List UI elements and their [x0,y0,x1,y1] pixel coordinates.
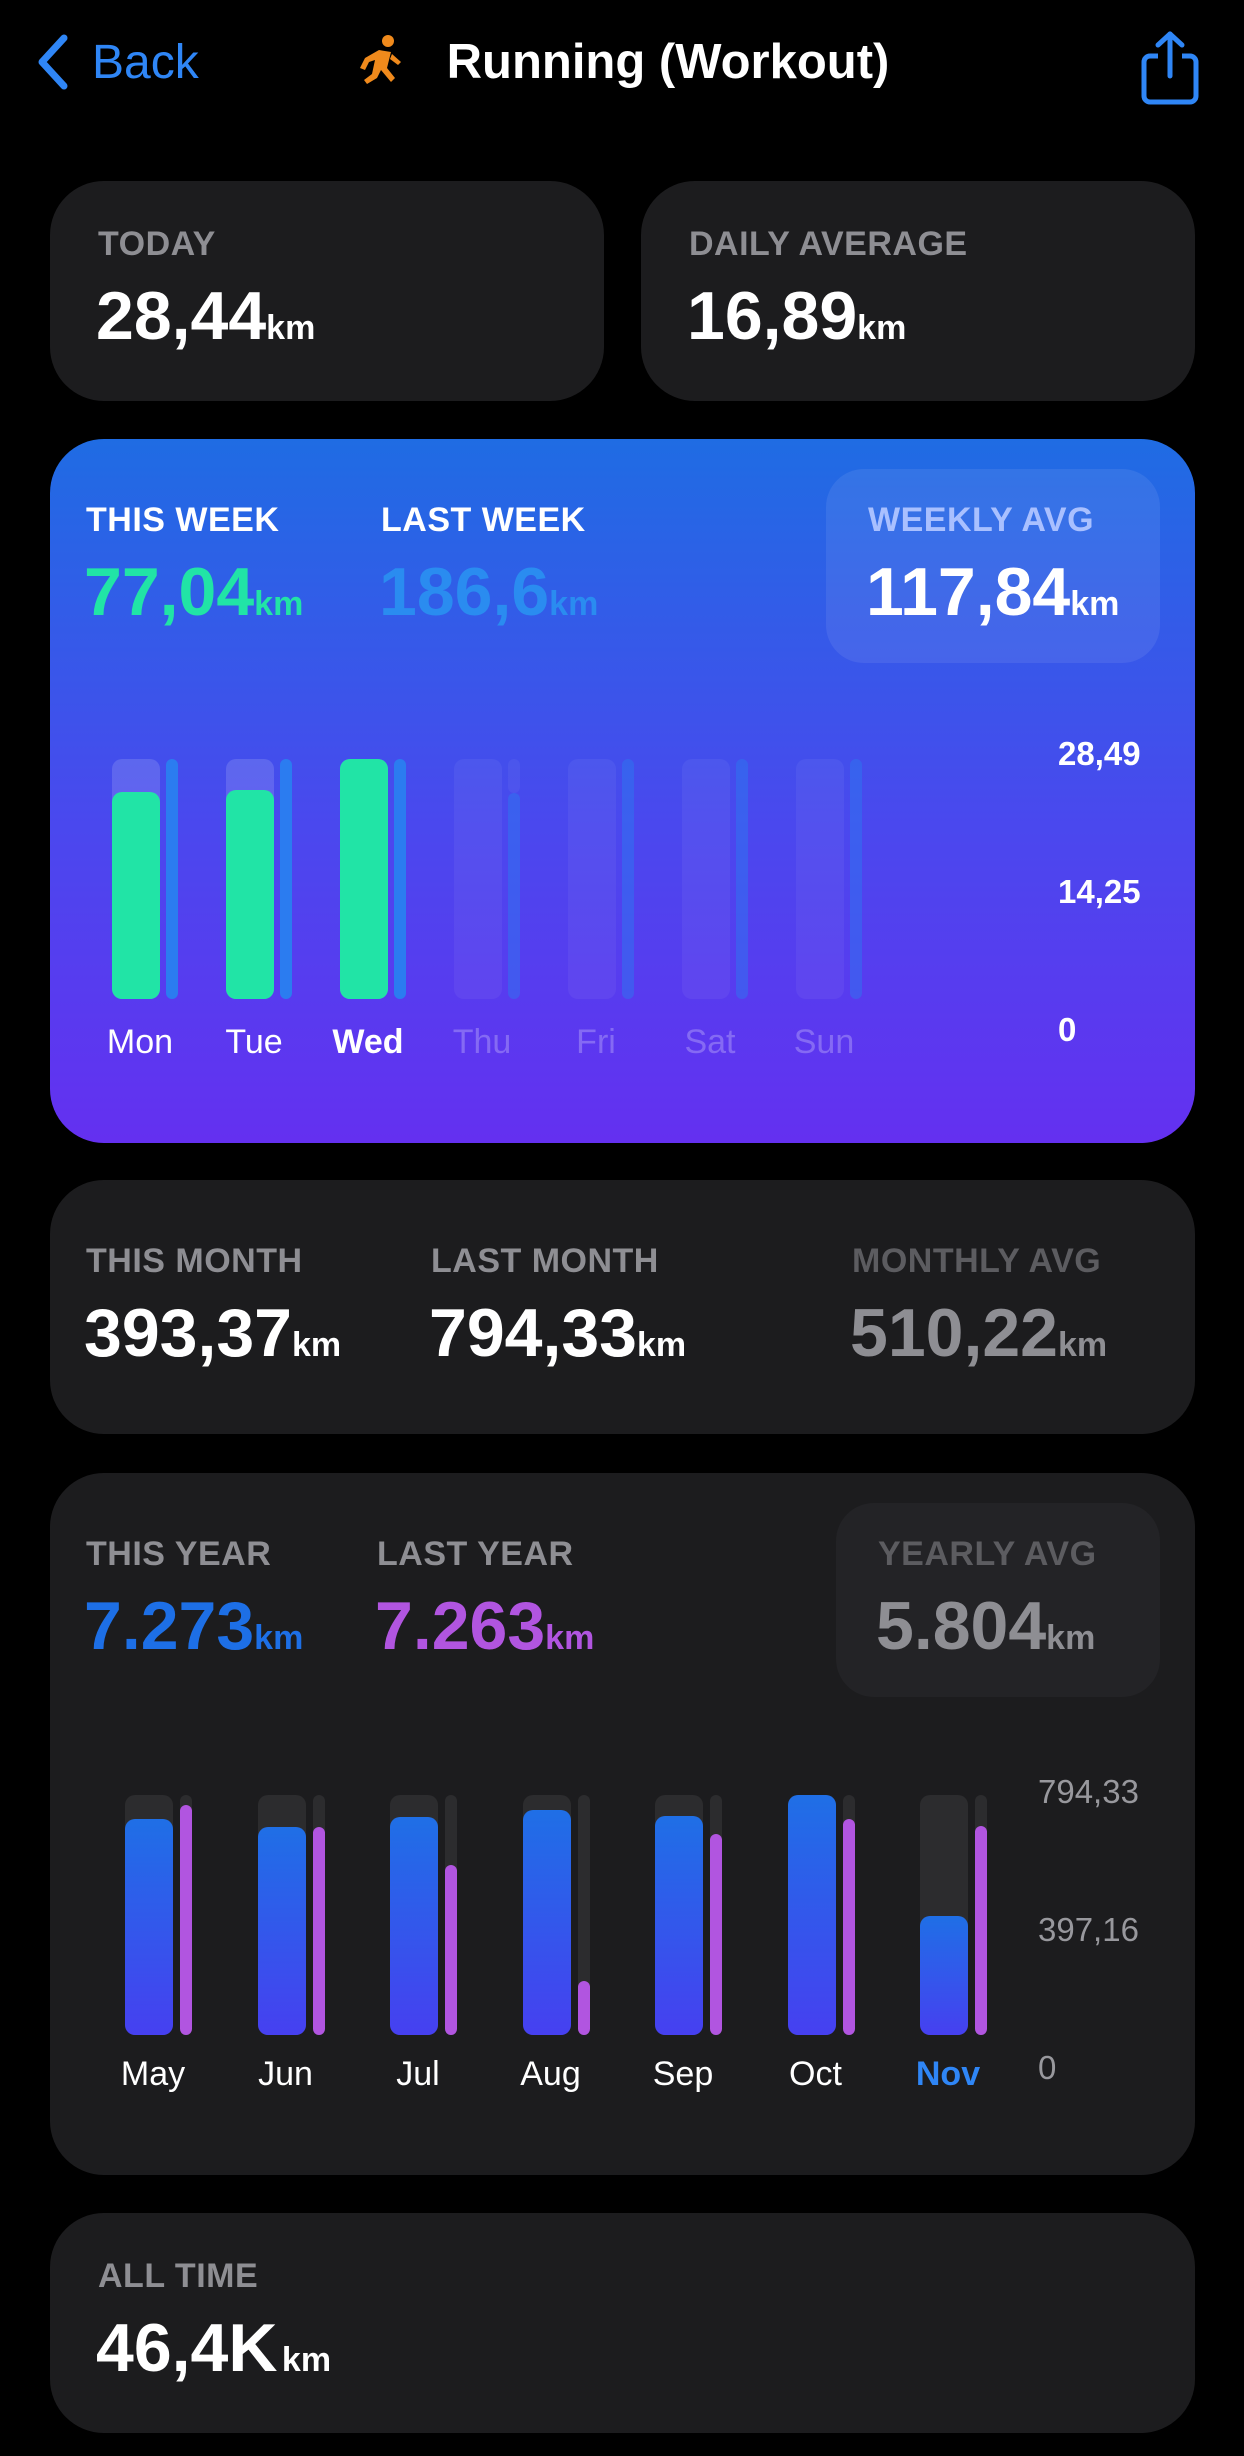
chevron-left-icon [38,34,68,90]
year-month-label-may: May [120,2055,186,2093]
week-bar-last-tue [280,759,292,999]
yearly-avg-value: 5.804km [876,1588,1096,1664]
this-year-value: 7.273km [84,1588,304,1664]
year-month-label-jun: Jun [258,2055,313,2093]
today-label: TODAY [98,225,216,263]
monthly-avg-label: MONTHLY AVG [852,1242,1102,1280]
week-day-label-thu: Thu [452,1023,512,1061]
this-month-label: THIS MONTH [86,1242,303,1280]
page-title: Running (Workout) [0,34,1244,90]
week-axis-mid: 14,25 [1058,873,1141,910]
title-text: Running (Workout) [446,35,890,89]
year-month-label-nov: Nov [915,2055,981,2093]
year-month-label-oct: Oct [789,2055,842,2093]
monthly-avg-value: 510,22km [850,1295,1108,1371]
week-day-label-wed: Wed [332,1023,404,1061]
year-bar-this-aug [522,1810,571,2035]
daily-average-card: DAILY AVERAGE 16,89km [641,181,1195,401]
daily-average-value: 16,89km [687,278,907,354]
running-person-icon [359,35,401,84]
week-axis-max: 28,49 [1058,735,1141,772]
week-day-label-sun: Sun [793,1023,855,1061]
week-day-label-fri: Fri [576,1023,616,1061]
share-icon [1141,31,1199,105]
week-bar-this-mon [112,791,160,999]
year-bar-last-oct [842,1818,855,2035]
weekly-avg-label: WEEKLY AVG [868,501,1095,539]
yearly-avg-box: YEARLY AVG 5.804km [836,1503,1160,1697]
week-bar-track [796,759,844,999]
week-bar-this-tue [226,790,274,999]
today-card: TODAY 28,44km [50,181,604,401]
back-label: Back [92,35,199,89]
year-bar-this-jun [257,1827,306,2035]
this-year-label: THIS YEAR [86,1535,272,1573]
weekly-card[interactable]: THIS WEEK 77,04km LAST WEEK 186,6km WEEK… [50,439,1195,1143]
year-bar-this-nov [920,1916,968,2035]
last-year-label: LAST YEAR [377,1535,574,1573]
week-bar-last-sun [850,759,862,999]
week-bar-last-track [508,759,520,793]
all-time-label: ALL TIME [98,2257,259,2295]
last-month-label: LAST MONTH [431,1242,659,1280]
yearly-card[interactable]: THIS YEAR 7.273km LAST YEAR 7.263km YEAR… [50,1473,1195,2175]
week-bar-last-mon [166,759,178,999]
year-bar-last-jul [445,1865,457,2035]
week-bar-last-wed [394,759,406,999]
year-bar-this-oct [787,1795,836,2035]
year-bar-last-sep [710,1834,722,2035]
week-day-label-mon: Mon [106,1023,174,1061]
week-axis-zero: 0 [1058,1011,1077,1048]
year-bar-last-nov [975,1825,987,2035]
this-week-label: THIS WEEK [86,501,280,539]
last-week-label: LAST WEEK [381,501,586,539]
all-time-card: ALL TIME 46,4K km [50,2213,1195,2433]
today-value: 28,44km [96,278,316,354]
last-month-value: 794,33km [429,1295,687,1371]
week-bar-last-fri [622,759,634,999]
back-button[interactable]: Back [36,34,199,90]
week-bar-last-thu [508,792,520,999]
year-bar-last-jun [312,1826,325,2035]
weekly-avg-value: 117,84km [866,554,1120,630]
year-bar-this-may [125,1819,173,2035]
year-month-label-jul: Jul [396,2055,440,2093]
this-week-value: 77,04km [84,554,304,630]
week-bar-track [682,759,730,999]
year-bar-this-sep [655,1816,703,2035]
share-button[interactable] [1140,30,1200,111]
weekly-avg-box: WEEKLY AVG 117,84km [826,469,1160,663]
year-bar-last-track [577,1795,590,2035]
year-axis-mid: 397,16 [1038,1911,1139,1948]
all-time-value: 46,4K km [96,2310,332,2386]
last-year-value: 7.263km [375,1588,595,1664]
week-day-label-tue: Tue [225,1023,283,1061]
year-bar-last-may [180,1804,192,2035]
yearly-avg-label: YEARLY AVG [878,1535,1097,1573]
week-bar-this-wed [340,758,388,999]
this-month-value: 393,37km [84,1295,342,1371]
year-axis-max: 794,33 [1038,1773,1139,1810]
week-bar-track [454,759,502,999]
year-bar-this-jul [390,1817,438,2035]
year-month-label-sep: Sep [652,2055,714,2093]
daily-average-label: DAILY AVERAGE [689,225,968,263]
week-day-label-sat: Sat [684,1023,736,1061]
week-bar-track [568,759,616,999]
year-axis-zero: 0 [1038,2049,1057,2086]
year-month-label-aug: Aug [520,2055,581,2093]
week-bar-last-sat [736,759,748,999]
year-bar-last-aug [577,1980,590,2035]
last-week-value: 186,6km [379,554,599,630]
monthly-card: THIS MONTH 393,37km LAST MONTH 794,33km … [50,1180,1195,1434]
